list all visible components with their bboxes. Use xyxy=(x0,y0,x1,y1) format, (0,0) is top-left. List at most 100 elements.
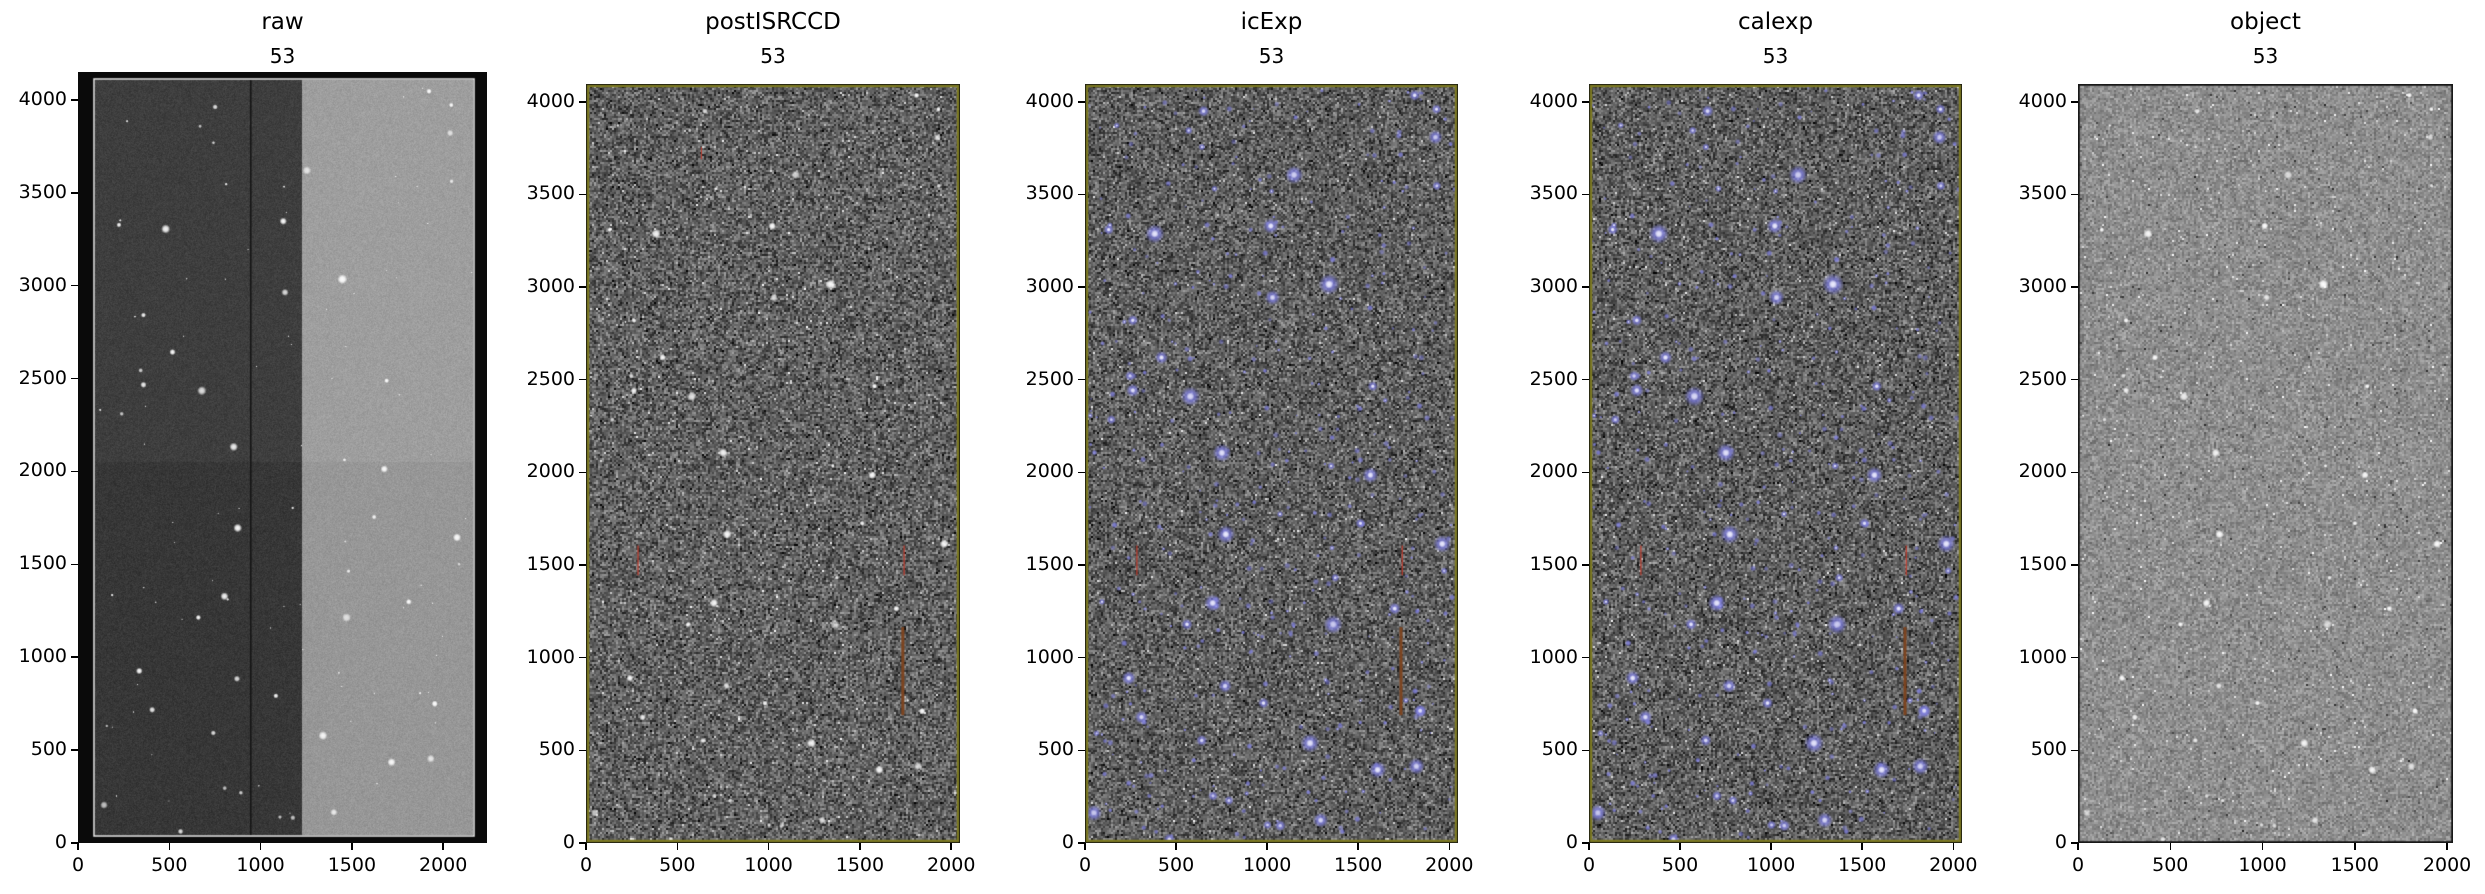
y-tick-label: 2500 xyxy=(2018,367,2067,390)
panel-title-calexp: calexp xyxy=(1737,9,1814,35)
panel-title-raw: raw xyxy=(261,9,304,35)
x-tick-label: 2000 xyxy=(927,854,976,876)
x-tick-label: 1500 xyxy=(835,854,885,876)
panel-title-object: object xyxy=(2230,9,2301,35)
x-tick-label: 500 xyxy=(2152,854,2189,876)
panel-object: object 53 0 500 1000 1500 2000 0 500 1000 1500 20… xyxy=(2019,9,2472,876)
y-tick-mark xyxy=(2071,749,2078,752)
x-tick-label: 1500 xyxy=(1838,854,1887,876)
x-tick-label: 500 xyxy=(659,854,696,876)
x-tick-label: 500 xyxy=(151,854,188,876)
y-tick-mark xyxy=(1078,749,1085,752)
x-tick-mark xyxy=(2261,843,2264,850)
x-tick-label: 500 xyxy=(1661,854,1699,876)
y-tick-label: 2000 xyxy=(2018,460,2067,483)
x-tick-label: 2000 xyxy=(418,854,468,876)
x-tick-mark xyxy=(1266,843,1268,850)
x-tick-label: 0 xyxy=(579,854,593,876)
y-tick-label: 3000 xyxy=(526,275,575,298)
postisrccd-image xyxy=(586,84,960,843)
x-tick-mark xyxy=(2446,843,2448,850)
y-tick-mark xyxy=(2071,378,2078,381)
y-tick-mark xyxy=(2071,564,2078,566)
x-tick-mark xyxy=(767,843,770,850)
y-tick-label: 4000 xyxy=(1025,89,1074,112)
y-tick-mark xyxy=(1582,842,1589,844)
calexp-image xyxy=(1589,84,1962,843)
y-tick-mark xyxy=(2071,193,2078,196)
y-tick-mark xyxy=(1078,378,1085,381)
x-tick-label: 2000 xyxy=(1425,854,1474,876)
y-tick-mark xyxy=(579,193,586,196)
x-tick-mark xyxy=(2354,843,2356,850)
x-tick-label: 500 xyxy=(1157,854,1195,876)
x-tick-label: 1500 xyxy=(2330,854,2379,876)
y-tick-mark xyxy=(1582,286,1589,288)
y-tick-mark xyxy=(2071,101,2078,103)
y-tick-label: 0 xyxy=(1061,831,1074,853)
x-tick-mark xyxy=(2077,843,2079,850)
y-tick-label: 3000 xyxy=(1025,275,1074,298)
y-tick-mark xyxy=(579,101,586,103)
y-tick-mark xyxy=(579,749,586,752)
y-tick-label: 500 xyxy=(538,738,575,761)
y-tick-mark xyxy=(71,99,78,101)
y-tick-label: 0 xyxy=(562,831,575,853)
x-tick-label: 1000 xyxy=(2238,854,2287,876)
x-tick-mark xyxy=(1084,843,1086,850)
y-tick-mark xyxy=(1582,471,1589,474)
y-tick-label: 3000 xyxy=(1529,275,1578,298)
y-tick-mark xyxy=(1078,842,1085,844)
y-tick-label: 1500 xyxy=(18,552,67,575)
y-tick-mark xyxy=(579,842,586,844)
panel-subtitle-raw: 53 xyxy=(269,44,296,68)
y-tick-label: 1000 xyxy=(18,645,67,668)
y-tick-mark xyxy=(71,284,78,287)
y-tick-mark xyxy=(71,377,78,380)
y-tick-label: 0 xyxy=(2054,831,2067,853)
x-tick-label: 1000 xyxy=(1242,854,1292,876)
panel-calexp: calexp 53 0 500 1000 1500 2000 0 500 1000 1500 20… xyxy=(1530,9,1978,876)
y-tick-label: 2500 xyxy=(1529,367,1578,390)
y-tick-mark xyxy=(579,378,586,381)
x-tick-label: 2000 xyxy=(1929,854,1978,876)
y-tick-mark xyxy=(71,563,78,566)
y-tick-label: 500 xyxy=(1541,738,1578,761)
panel-title-postisrccd: postISRCCD xyxy=(705,9,841,35)
x-tick-label: 1500 xyxy=(327,854,377,876)
y-tick-label: 2000 xyxy=(18,459,67,482)
panel-subtitle-calexp: 53 xyxy=(1762,44,1789,68)
x-tick-mark xyxy=(77,843,79,850)
y-tick-label: 3500 xyxy=(2018,182,2067,205)
y-tick-mark xyxy=(1078,471,1085,474)
x-tick-mark xyxy=(2169,843,2172,850)
y-tick-label: 2000 xyxy=(1025,460,1074,483)
x-tick-mark xyxy=(859,843,861,850)
y-tick-mark xyxy=(1078,193,1085,196)
y-tick-mark xyxy=(1078,286,1085,288)
x-tick-mark xyxy=(351,843,353,850)
y-tick-label: 1500 xyxy=(526,553,575,576)
y-tick-mark xyxy=(1582,749,1589,752)
y-tick-label: 1500 xyxy=(1529,553,1578,576)
y-tick-label: 0 xyxy=(54,831,67,853)
y-tick-label: 1500 xyxy=(2018,553,2067,576)
y-tick-mark xyxy=(71,470,78,473)
y-tick-mark xyxy=(579,471,586,474)
panel-postisrccd: postISRCCD 53 0 500 1000 1500 2000 0 500 1000 15… xyxy=(527,9,976,876)
x-tick-mark xyxy=(1175,843,1177,850)
x-tick-mark xyxy=(1679,843,1681,850)
x-tick-mark xyxy=(1861,843,1863,850)
y-tick-label: 1500 xyxy=(1025,553,1074,576)
x-tick-label: 0 xyxy=(2071,854,2085,876)
y-tick-label: 1000 xyxy=(2018,645,2067,668)
y-tick-label: 4000 xyxy=(2018,89,2067,112)
y-tick-mark xyxy=(71,656,78,658)
x-tick-mark xyxy=(168,843,171,850)
x-tick-mark xyxy=(585,843,587,850)
y-tick-mark xyxy=(579,564,586,566)
y-tick-label: 4000 xyxy=(18,87,67,110)
object-image xyxy=(2078,84,2453,843)
x-tick-mark xyxy=(259,843,262,850)
